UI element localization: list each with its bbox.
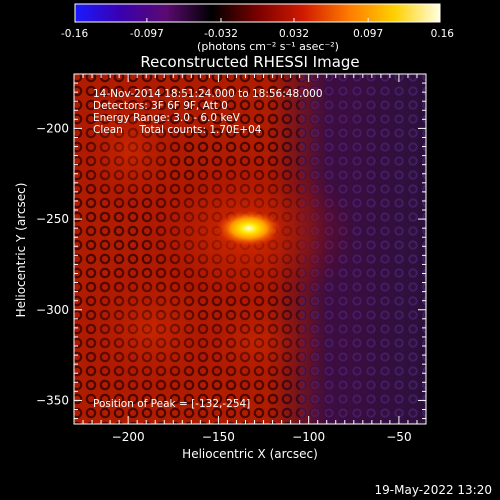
heatmap-image [74,74,426,424]
y-tick-label: −300 [36,303,69,317]
colorbar-tick-label: 0.032 [279,28,309,40]
annotation-time: 14-Nov-2014 18:51:24.000 to 18:56:48.000 [93,88,323,100]
y-tick-label: −250 [36,212,69,226]
y-tick-label: −200 [36,121,69,135]
annotation-counts: Clean Total counts: 1.70E+04 [93,124,262,136]
plot-frame [73,73,427,425]
colorbar [74,3,441,23]
peak-position-label: Position of Peak = [-132,-254] [93,398,250,410]
x-axis-label: Heliocentric X (arcsec) [182,447,318,461]
colorbar-tick-label: 0.16 [431,28,455,40]
info-annotations: 14-Nov-2014 18:51:24.000 to 18:56:48.000… [93,88,323,136]
colorbar-tick-label: 0.097 [353,28,383,40]
x-tick-label: −150 [202,430,235,444]
peak-source [216,210,281,247]
colorbar-units: (photons cm⁻² s⁻¹ asec⁻²) [197,40,339,53]
axes: −200 −150 −100 −50 −200 −250 −300 −350 [36,73,426,444]
annotation-detectors: Detectors: 3F 6F 9F, Att 0 [93,100,228,112]
footer-timestamp: 19-May-2022 13:20 [375,483,492,497]
colorbar-tick-label: -0.097 [130,28,164,40]
colorbar-tick-label: -0.032 [204,28,238,40]
y-tick-label: −350 [36,393,69,407]
colorbar-tick-label: -0.16 [61,28,88,40]
x-tick-label: −50 [386,430,411,444]
y-axis-label: Heliocentric Y (arcsec) [14,183,28,318]
chart-title: Reconstructed RHESSI Image [140,53,359,71]
x-tick-label: −200 [112,430,145,444]
colorbar-ticks: -0.16 -0.097 -0.032 0.032 0.097 0.16 [61,18,454,40]
x-tick-label: −100 [292,430,325,444]
annotation-energy: Energy Range: 3.0 - 6.0 keV [93,112,241,124]
